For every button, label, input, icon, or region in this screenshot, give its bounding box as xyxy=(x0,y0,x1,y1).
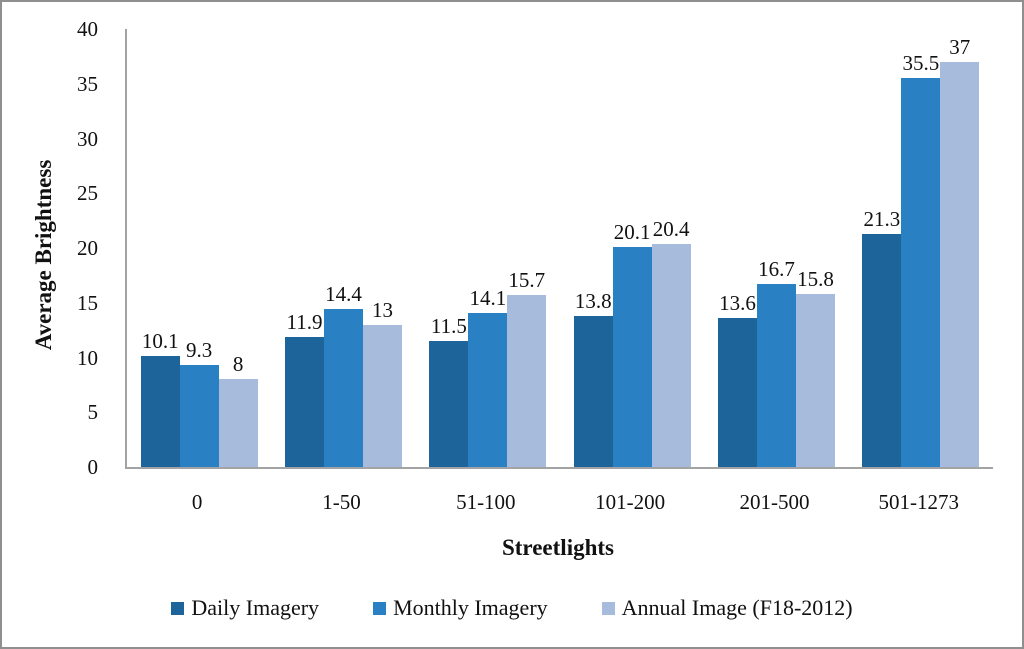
data-label: 14.1 xyxy=(469,285,507,310)
x-category-label: 501-1273 xyxy=(878,490,960,514)
bar-slot: 20.4 xyxy=(651,29,691,467)
bar-slot: 35.5 xyxy=(901,29,941,467)
x-category-label: 0 xyxy=(191,490,203,514)
bar-slot: 21.3 xyxy=(862,29,902,467)
x-category-label: 51-100 xyxy=(456,490,516,514)
legend-swatch-icon xyxy=(171,601,185,615)
legend-label: Monthly Imagery xyxy=(393,595,548,620)
legend-item-monthly-imagery: Monthly Imagery xyxy=(373,595,548,621)
data-label: 8 xyxy=(232,352,244,377)
bar-group-bars: 13.6 16.7 15.8 xyxy=(718,29,835,467)
bar-monthly-imagery-501-1273 xyxy=(901,78,941,467)
bar-annual-image-f18-2012--51-100 xyxy=(507,295,547,467)
data-label: 14.4 xyxy=(325,282,362,307)
bar-monthly-imagery-1-50 xyxy=(324,309,363,467)
y-tick-label: 40 xyxy=(77,17,98,41)
data-label: 13.8 xyxy=(574,288,612,313)
x-category-label: 201-500 xyxy=(739,490,810,514)
bar-group-1-50: 11.9 14.4 13 xyxy=(271,29,415,467)
bar-daily-imagery-101-200 xyxy=(573,315,613,467)
bar-group-bars: 11.5 14.1 15.7 xyxy=(429,29,547,467)
bar-group-501-1273: 21.3 35.5 37 xyxy=(849,29,993,467)
data-label: 15.8 xyxy=(797,267,834,291)
bar-slot: 9.3 xyxy=(179,29,219,467)
legend-item-daily-imagery: Daily Imagery xyxy=(171,595,319,621)
legend-swatch-icon xyxy=(373,601,387,615)
bar-slot: 11.5 xyxy=(429,29,469,467)
bar-group-51-100: 11.5 14.1 15.7 xyxy=(416,29,560,467)
y-tick-label: 10 xyxy=(77,345,98,370)
y-tick-label: 25 xyxy=(77,181,98,206)
legend-item-annual-image-f18-2012-: Annual Image (F18-2012) xyxy=(601,595,853,621)
bar-annual-image-f18-2012--201-500 xyxy=(795,294,835,467)
bar-monthly-imagery-51-100 xyxy=(468,312,508,467)
y-tick-label: 0 xyxy=(87,455,99,479)
bar-slot: 11.9 xyxy=(285,29,325,467)
data-label: 21.3 xyxy=(863,206,901,231)
bar-slot: 15.7 xyxy=(507,29,547,467)
data-label: 11.9 xyxy=(286,309,323,334)
bar-slot: 13.8 xyxy=(573,29,613,467)
y-tick-label: 20 xyxy=(77,236,98,260)
bar-daily-imagery-51-100 xyxy=(429,341,469,467)
bar-group-bars: 11.9 14.4 13 xyxy=(285,29,402,467)
legend-label: Annual Image (F18-2012) xyxy=(621,595,853,620)
bar-monthly-imagery-0 xyxy=(179,365,219,467)
bar-slot: 15.8 xyxy=(795,29,835,467)
bar-slot: 13.6 xyxy=(718,29,757,467)
data-label: 10.1 xyxy=(141,329,179,354)
bar-group-0: 10.1 9.3 8 xyxy=(127,29,271,467)
data-label: 15.7 xyxy=(508,268,546,293)
bar-slot: 8 xyxy=(218,29,258,467)
data-label: 16.7 xyxy=(758,257,795,282)
data-label: 9.3 xyxy=(186,338,213,363)
bar-monthly-imagery-201-500 xyxy=(757,284,796,467)
y-axis-ticks: 0 5 10 15 20 25 30 35 40 xyxy=(2,17,112,479)
y-tick-label: 15 xyxy=(77,290,98,315)
bar-annual-image-f18-2012--1-50 xyxy=(362,324,402,467)
bar-group-201-500: 13.6 16.7 15.8 xyxy=(704,29,848,467)
bar-slot: 14.4 xyxy=(324,29,363,467)
bar-slot: 37 xyxy=(940,29,980,467)
bar-annual-image-f18-2012--101-200 xyxy=(651,243,691,467)
bar-slot: 14.1 xyxy=(468,29,508,467)
bar-group-101-200: 13.8 20.1 20.4 xyxy=(560,29,704,467)
x-axis-title: Streetlights xyxy=(501,535,614,560)
bar-annual-image-f18-2012--0 xyxy=(218,379,258,467)
data-label: 20.1 xyxy=(613,219,651,244)
data-label: 13 xyxy=(371,297,393,322)
bar-daily-imagery-0 xyxy=(140,356,180,467)
data-label: 37 xyxy=(949,34,971,59)
y-tick-label: 5 xyxy=(87,400,99,425)
plot-area: 10.1 9.3 8 11.9 14.4 13 11.5 14.1 15.7 13.8 20.1 20… xyxy=(125,29,993,469)
bar-slot: 20.1 xyxy=(612,29,652,467)
bar-group-bars: 21.3 35.5 37 xyxy=(862,29,980,467)
bar-slot: 13 xyxy=(362,29,402,467)
bar-monthly-imagery-101-200 xyxy=(612,246,652,467)
data-label: 20.4 xyxy=(652,216,690,241)
bar-slot: 16.7 xyxy=(757,29,796,467)
bar-daily-imagery-201-500 xyxy=(718,318,757,467)
bar-group-bars: 10.1 9.3 8 xyxy=(140,29,258,467)
x-axis-category-labels: 0 1-50 51-100 101-200 201-500 501-1273 xyxy=(125,489,991,515)
bar-annual-image-f18-2012--501-1273 xyxy=(940,61,980,467)
y-tick-label: 35 xyxy=(77,71,98,96)
legend-label: Daily Imagery xyxy=(191,595,320,620)
data-label: 13.6 xyxy=(719,291,756,316)
bar-daily-imagery-501-1273 xyxy=(862,233,902,467)
legend-swatch-icon xyxy=(601,601,615,615)
legend: Daily Imagery Monthly Imagery Annual Image… xyxy=(2,595,1022,621)
y-tick-label: 30 xyxy=(77,126,98,151)
bar-daily-imagery-1-50 xyxy=(285,336,325,467)
x-category-label: 101-200 xyxy=(595,490,666,514)
data-label: 35.5 xyxy=(902,51,940,76)
bar-slot: 10.1 xyxy=(140,29,180,467)
data-label: 11.5 xyxy=(430,314,467,339)
bar-group-bars: 13.8 20.1 20.4 xyxy=(573,29,691,467)
x-category-label: 1-50 xyxy=(322,490,361,514)
